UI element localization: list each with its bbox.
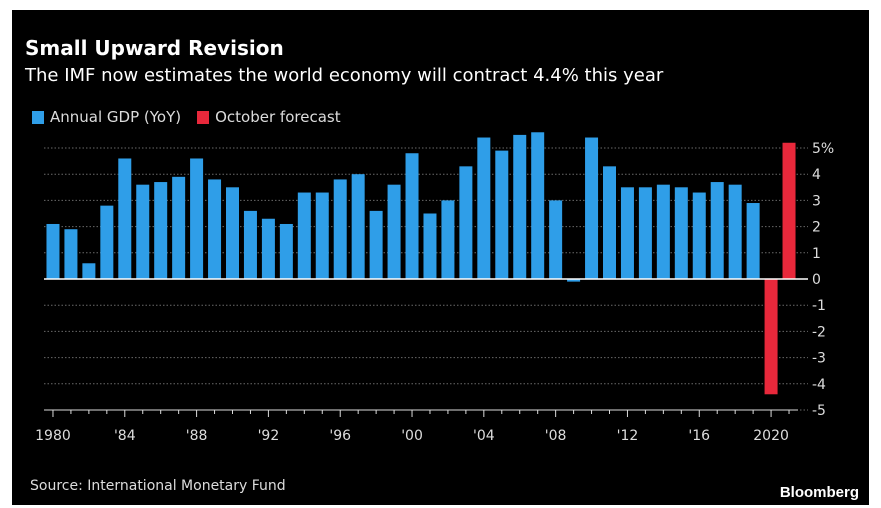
bar-annual-gdp-1993 xyxy=(279,223,293,279)
x-tick-label: '16 xyxy=(688,428,710,444)
x-tick-label: '00 xyxy=(401,428,423,444)
bar-annual-gdp-2009 xyxy=(567,279,581,282)
bar-annual-gdp-1991 xyxy=(243,210,257,279)
bar-annual-gdp-1995 xyxy=(315,192,329,279)
bar-annual-gdp-2010 xyxy=(585,137,599,279)
bar-october-forecast-2020 xyxy=(764,279,778,395)
x-tick-label: '04 xyxy=(473,428,495,444)
y-tick-label: -1 xyxy=(812,298,826,314)
x-tick-label: '12 xyxy=(617,428,639,444)
legend-swatch-annual-gdp xyxy=(32,110,44,124)
y-tick-label: 0 xyxy=(812,272,821,288)
legend-label-annual-gdp: Annual GDP (YoY) xyxy=(50,108,182,126)
legend-swatch-october-forecast xyxy=(197,110,210,124)
bar-annual-gdp-1997 xyxy=(351,174,365,279)
bar-annual-gdp-2017 xyxy=(710,182,724,279)
y-tick-label: 5% xyxy=(812,141,834,157)
bar-annual-gdp-1998 xyxy=(369,210,383,279)
bar-annual-gdp-2004 xyxy=(477,137,491,279)
bar-annual-gdp-2002 xyxy=(441,200,455,279)
y-tick-label: 2 xyxy=(812,220,821,236)
bloomberg-logo: Bloomberg xyxy=(779,484,859,501)
plot-area: 5% 4 3 2 1 0 -1 -2 -3 -4 -5 1980 '84 '88 '92 '96 '00 '04 '… xyxy=(35,132,834,444)
chart-subtitle: The IMF now estimates the world economy … xyxy=(25,65,664,86)
y-tick-label: -5 xyxy=(812,403,826,419)
y-tick-label: -2 xyxy=(812,324,826,340)
bar-annual-gdp-2008 xyxy=(549,200,563,279)
x-tick-label: '08 xyxy=(545,428,567,444)
bar-annual-gdp-2000 xyxy=(405,153,419,279)
bar-annual-gdp-1983 xyxy=(100,205,114,279)
bar-annual-gdp-2006 xyxy=(513,134,527,279)
bar-annual-gdp-1986 xyxy=(154,182,168,279)
bar-annual-gdp-2018 xyxy=(728,184,742,279)
bar-annual-gdp-1982 xyxy=(82,263,96,279)
bar-annual-gdp-1990 xyxy=(226,187,239,279)
bar-annual-gdp-1984 xyxy=(118,158,132,279)
x-tick-label: '96 xyxy=(329,428,351,444)
chart-frame: Small Upward Revision The IMF now estima… xyxy=(12,10,869,505)
bar-annual-gdp-1981 xyxy=(64,229,78,279)
x-tick-label: '92 xyxy=(258,428,280,444)
legend-item-october-forecast: October forecast xyxy=(197,108,341,126)
bar-annual-gdp-1994 xyxy=(297,192,311,279)
bar-annual-gdp-1987 xyxy=(172,176,186,279)
bar-annual-gdp-2016 xyxy=(692,192,706,279)
y-tick-label: -3 xyxy=(812,351,826,367)
y-tick-label: 4 xyxy=(812,167,821,183)
bar-annual-gdp-2014 xyxy=(656,184,670,279)
bar-annual-gdp-1980 xyxy=(46,223,60,279)
legend: Annual GDP (YoY) October forecast xyxy=(32,108,351,126)
label-layer: 5% 4 3 2 1 0 -1 -2 -3 -4 -5 1980 '84 '88 '92 '96 '00 '04 '… xyxy=(35,141,834,444)
bar-annual-gdp-2012 xyxy=(620,187,634,279)
bar-annual-gdp-2011 xyxy=(603,166,616,279)
y-tick-label: 1 xyxy=(812,246,821,262)
bar-annual-gdp-1989 xyxy=(208,179,222,279)
source-note: Source: International Monetary Fund xyxy=(30,478,286,494)
x-tick-label: '84 xyxy=(114,428,136,444)
legend-label-october-forecast: October forecast xyxy=(215,108,341,126)
chart-title: Small Upward Revision xyxy=(25,36,284,60)
bar-annual-gdp-2007 xyxy=(531,132,545,279)
x-tick-label: 2020 xyxy=(753,428,789,444)
bar-annual-gdp-2013 xyxy=(638,187,652,279)
y-tick-label: 3 xyxy=(812,193,821,209)
y-tick-label: -4 xyxy=(812,377,826,393)
bar-annual-gdp-1996 xyxy=(333,179,347,279)
x-tick-label: '88 xyxy=(186,428,208,444)
bar-annual-gdp-1999 xyxy=(387,184,401,279)
bar-annual-gdp-2001 xyxy=(423,213,437,279)
bar-october-forecast-2021 xyxy=(782,142,796,279)
bar-layer xyxy=(46,132,796,395)
bar-annual-gdp-2015 xyxy=(674,187,688,279)
legend-item-annual-gdp: Annual GDP (YoY) xyxy=(32,108,181,126)
axis-layer xyxy=(44,278,808,417)
bar-annual-gdp-1988 xyxy=(190,158,204,279)
bar-annual-gdp-1992 xyxy=(261,218,275,279)
bar-annual-gdp-1985 xyxy=(136,184,150,279)
bar-annual-gdp-2003 xyxy=(459,166,473,279)
bar-annual-gdp-2019 xyxy=(746,203,760,279)
bar-annual-gdp-2005 xyxy=(495,150,509,279)
x-tick-label: 1980 xyxy=(35,428,71,444)
